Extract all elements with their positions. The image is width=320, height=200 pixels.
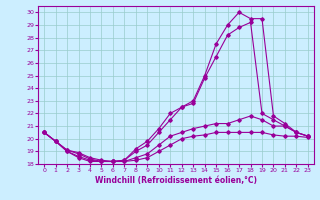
X-axis label: Windchill (Refroidissement éolien,°C): Windchill (Refroidissement éolien,°C) (95, 176, 257, 185)
